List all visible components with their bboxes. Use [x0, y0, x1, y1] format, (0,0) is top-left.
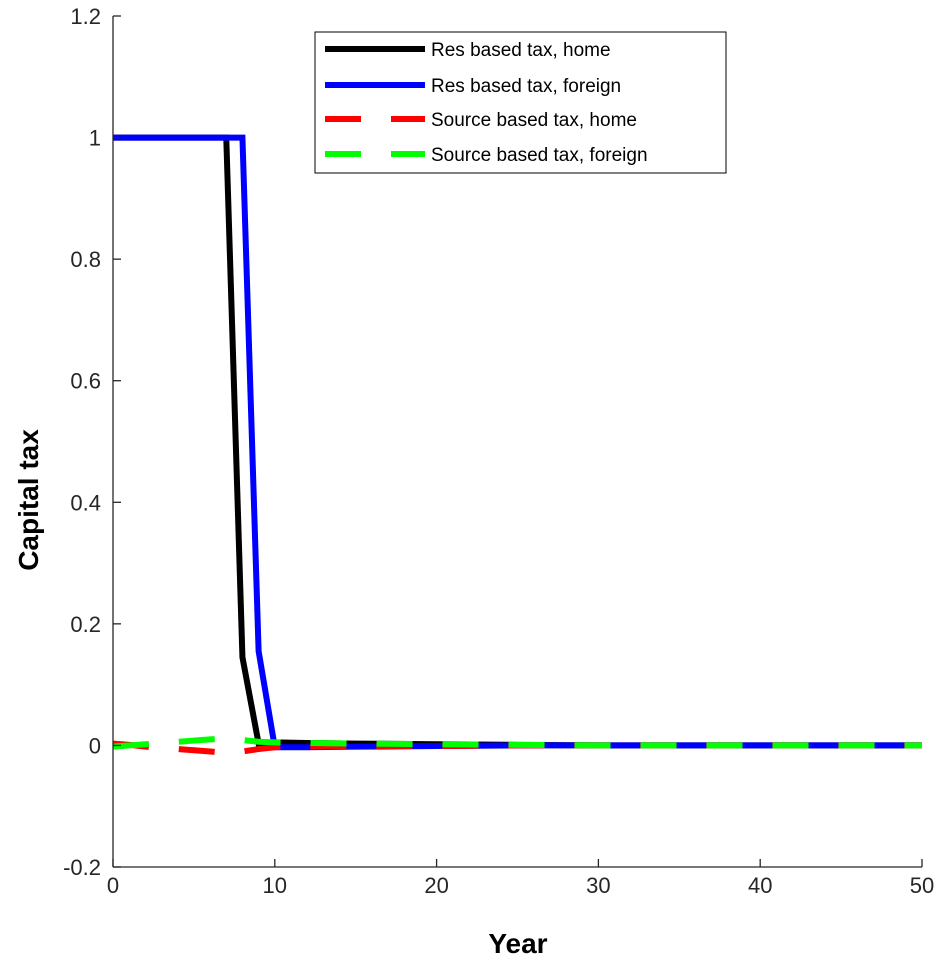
y-axis-title: Capital tax — [13, 429, 44, 571]
x-tick-label: 40 — [748, 873, 772, 898]
y-tick-label: 0.4 — [70, 490, 101, 515]
legend-item: Res based tax, foreign — [325, 76, 621, 97]
y-tick-label: 0.6 — [70, 369, 101, 394]
legend-label: Res based tax, foreign — [431, 76, 621, 97]
x-axis-title: Year — [488, 928, 547, 959]
legend-label: Source based tax, foreign — [431, 145, 648, 166]
y-tick-label: 1.2 — [70, 4, 101, 29]
x-tick-label: 10 — [263, 873, 287, 898]
legend-item: Source based tax, foreign — [325, 145, 648, 166]
y-axis-ticks: -0.2 0 0.2 0.4 0.6 0.8 1 1.2 — [63, 4, 121, 880]
legend-item: Res based tax, home — [325, 40, 611, 61]
legend-box — [314, 31, 727, 174]
legend-item: Source based tax, home — [325, 110, 637, 131]
y-tick-label: -0.2 — [63, 855, 101, 880]
legend-label: Source based tax, home — [431, 110, 637, 131]
legend-label: Res based tax, home — [431, 40, 611, 61]
x-axis-ticks: 0 10 20 30 40 50 — [107, 859, 934, 898]
plot-lines — [112, 134, 922, 756]
x-tick-label: 20 — [424, 873, 448, 898]
x-tick-label: 30 — [586, 873, 610, 898]
y-tick-label: 0 — [89, 733, 101, 758]
x-tick-label: 50 — [910, 873, 934, 898]
y-tick-label: 0.8 — [70, 247, 101, 272]
y-tick-label: 1 — [89, 126, 101, 151]
series-line — [112, 735, 922, 750]
axes — [112, 16, 922, 868]
legend: Res based tax, home Res based tax, forei… — [314, 31, 727, 174]
x-tick-label: 0 — [107, 873, 119, 898]
y-tick-label: 0.2 — [70, 612, 101, 637]
